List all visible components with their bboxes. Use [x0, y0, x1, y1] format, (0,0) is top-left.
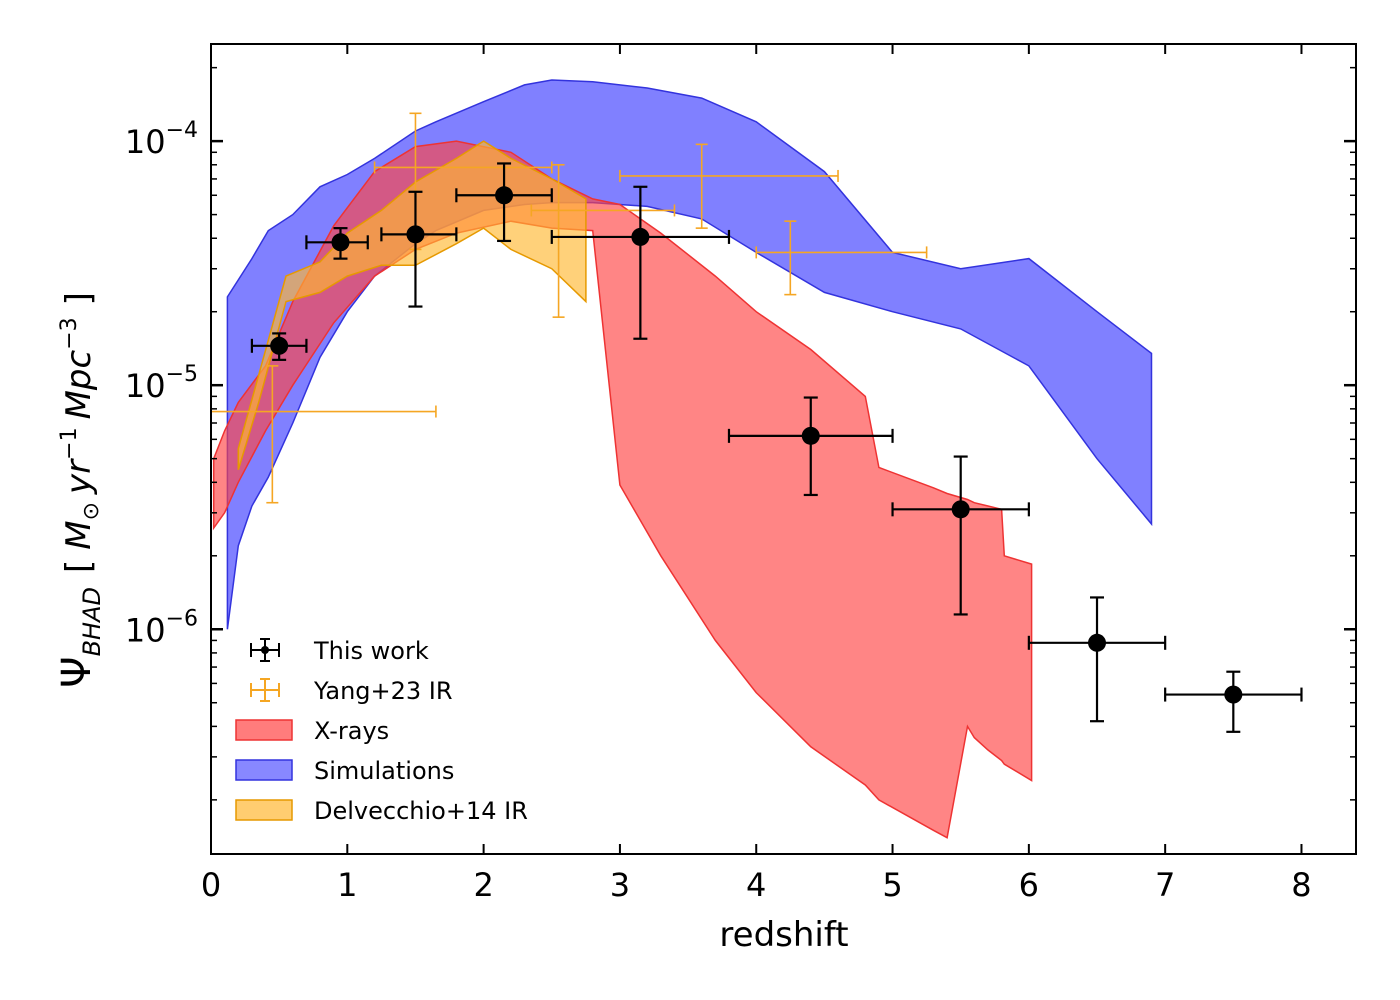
x-axis-title: redshift — [719, 915, 848, 955]
plot-frame — [210, 43, 1357, 855]
legend-label: X-rays — [314, 717, 389, 745]
legend-swatch-patch — [235, 759, 293, 781]
y-tick-exp: −4 — [166, 118, 198, 143]
x-axis: 0 1 2 3 4 5 6 7 8 — [201, 44, 1312, 904]
legend-label: Delvecchio+14 IR — [314, 797, 528, 825]
legend-label: Yang+23 IR — [313, 677, 453, 705]
x-tick-label: 0 — [201, 866, 221, 904]
this-work-point-3 — [455, 162, 553, 243]
this-work-marker — [406, 225, 425, 244]
legend-label: Simulations — [314, 757, 454, 785]
this-work-point-6 — [891, 455, 1030, 616]
this-work-marker — [951, 500, 970, 519]
x-tick-label: 1 — [337, 866, 357, 904]
legend-entry: Delvecchio+14 IR — [235, 797, 528, 825]
this-work-point-8 — [1164, 670, 1303, 733]
legend-label: This work — [313, 637, 429, 665]
y-tick-exp: −5 — [166, 362, 198, 387]
y-tick-base: 10 — [125, 611, 166, 649]
x-tick-label: 2 — [473, 866, 493, 904]
this-work-point-5 — [727, 396, 894, 497]
y-tick-label: 10−5 — [125, 362, 198, 405]
y-tick-exp: −6 — [166, 606, 198, 631]
this-work-point-2 — [380, 190, 458, 308]
yang-23-ir-point-2 — [530, 163, 676, 318]
this-work-marker — [631, 227, 650, 246]
bands-layer — [212, 79, 1153, 839]
legend-swatch-patch — [235, 719, 293, 741]
x-tick-label: 4 — [746, 866, 766, 904]
legend-entry: X-rays — [235, 717, 389, 745]
this-work-marker — [1088, 633, 1107, 652]
this-work-point-0 — [250, 332, 308, 361]
legend-swatch-marker — [261, 646, 269, 654]
x-tick-label: 5 — [882, 866, 902, 904]
y-axis: 10−610−510−4 — [125, 66, 1356, 801]
errorbars-layer — [210, 112, 1303, 733]
y-tick-base: 10 — [125, 123, 166, 161]
this-work-marker — [1224, 685, 1243, 704]
legend-swatch-patch — [235, 799, 293, 821]
this-work-marker — [801, 426, 820, 445]
yang-23-ir-point-0 — [210, 365, 437, 504]
band-delvecchio-14-ir — [237, 140, 587, 471]
x-tick-label: 6 — [1019, 866, 1039, 904]
legend: This work Yang+23 IR X-rays Simulations Delv… — [235, 637, 528, 825]
this-work-marker — [270, 336, 289, 355]
y-tick-label: 10−4 — [125, 118, 198, 161]
y-tick-label: 10−6 — [125, 606, 198, 649]
this-work-marker — [495, 186, 514, 205]
yang-23-ir-point-3 — [619, 143, 839, 229]
legend-entry: This work — [250, 637, 429, 665]
y-axis-title: ΨBHAD[M⊙yr−1Mpc−3] — [54, 292, 106, 688]
x-tick-label: 7 — [1155, 866, 1175, 904]
legend-entry: Simulations — [235, 757, 454, 785]
yang-23-ir-point-4 — [755, 220, 928, 296]
x-tick-label: 3 — [610, 866, 630, 904]
y-tick-base: 10 — [125, 367, 166, 405]
this-work-point-4 — [550, 185, 731, 340]
x-tick-label: 8 — [1291, 866, 1311, 904]
this-work-point-7 — [1027, 596, 1167, 723]
this-work-point-1 — [305, 227, 369, 260]
legend-entry: Yang+23 IR — [250, 677, 453, 705]
this-work-marker — [331, 233, 350, 252]
